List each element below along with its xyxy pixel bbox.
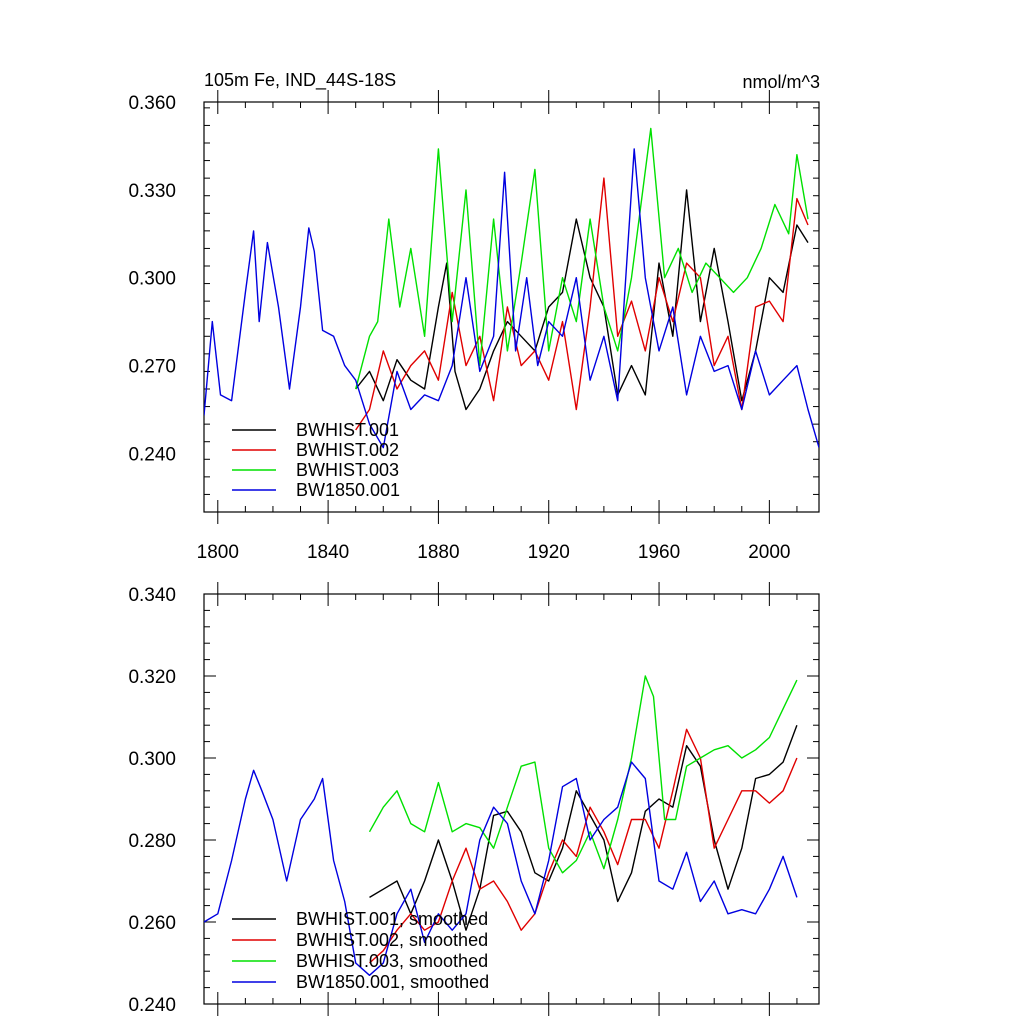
series-line-1 — [369, 728, 798, 964]
series-line-1 — [355, 177, 809, 431]
y-tick-label: 0.280 — [128, 831, 176, 852]
y-tick-label: 0.320 — [128, 667, 176, 688]
series-line-0 — [369, 724, 798, 931]
x-tick-label: 2000 — [748, 542, 790, 563]
plot-frame — [203, 101, 820, 513]
bottom-plot-area: 0.340 0.320 0.300 0.280 0.260 0.240 BWHIST.001… — [128, 582, 820, 1016]
series-line-0 — [355, 189, 809, 411]
legend-label: BWHIST.001 — [296, 420, 399, 440]
y-tick-label: 0.260 — [128, 913, 176, 934]
y-tick-label: 0.240 — [128, 444, 176, 465]
legend-label: BWHIST.002, smoothed — [296, 930, 488, 950]
y-tick-label: 0.360 — [128, 93, 176, 114]
y-tick-label: 0.340 — [128, 585, 176, 606]
series-line-2 — [368, 675, 798, 874]
y-tick-label: 0.300 — [128, 749, 176, 770]
top-panel: 105m Fe, IND_44S-18S nmol/m^3 0.360 0.330… — [128, 70, 820, 563]
top-chart-title: 105m Fe, IND_44S-18S — [204, 70, 396, 91]
series-line-3 — [204, 148, 819, 449]
top-chart-units: nmol/m^3 — [743, 72, 820, 92]
x-tick-label: 1880 — [417, 542, 459, 563]
legend-label: BWHIST.003 — [296, 460, 399, 480]
legend-label: BW1850.001 — [296, 480, 400, 500]
x-tick-label: 1840 — [307, 542, 349, 563]
plot-frame — [203, 593, 820, 1005]
y-tick-label: 0.270 — [128, 357, 176, 378]
legend-label: BWHIST.003, smoothed — [296, 951, 488, 971]
y-tick-label: 0.240 — [128, 995, 176, 1016]
y-tick-label: 0.300 — [128, 269, 176, 290]
legend-label: BWHIST.001, smoothed — [296, 909, 488, 929]
x-tick-label: 1920 — [528, 542, 570, 563]
top-plot-area: 0.360 0.330 0.300 0.270 0.240 1800 1840 1880 192… — [128, 90, 820, 563]
legend-label: BWHIST.002 — [296, 440, 399, 460]
y-tick-label: 0.330 — [128, 181, 176, 202]
series-line-2 — [355, 127, 809, 390]
x-tick-label: 1800 — [197, 542, 239, 563]
legend-label: BW1850.001, smoothed — [296, 972, 489, 992]
series-line-3 — [204, 761, 798, 976]
bottom-panel: 0.340 0.320 0.300 0.280 0.260 0.240 BWHIST.001… — [128, 582, 820, 1016]
x-tick-label: 1960 — [638, 542, 680, 563]
